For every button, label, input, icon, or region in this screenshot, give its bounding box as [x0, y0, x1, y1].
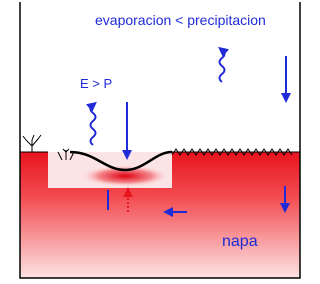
- soil: [20, 152, 300, 278]
- groundwater-label: napa: [222, 233, 258, 250]
- top-label: evaporacion < precipitacion: [95, 12, 266, 28]
- diagram: evaporacion < precipitacion E > P napa: [0, 0, 307, 284]
- left-label: E > P: [80, 76, 112, 91]
